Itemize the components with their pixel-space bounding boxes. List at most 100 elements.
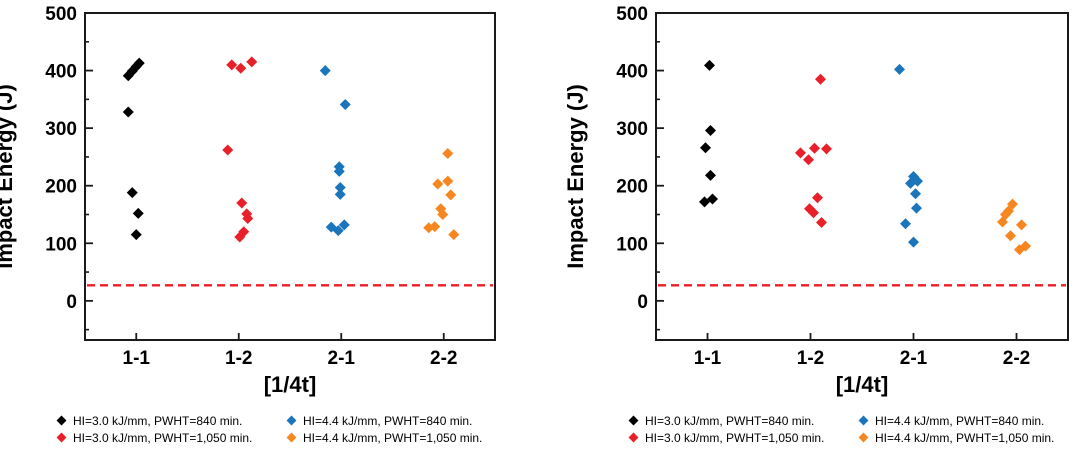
- x-tick-label: 2-2: [430, 348, 457, 369]
- data-point-diamond: [339, 99, 351, 111]
- legend-label: HI=4.4 kJ/mm, PWHT=1,050 min.: [303, 430, 483, 445]
- data-point-diamond: [910, 188, 921, 200]
- y-axis-title: Impact Energy (J): [0, 84, 17, 269]
- data-point-diamond: [900, 218, 911, 230]
- legend-right: HI=3.0 kJ/mm, PWHT=840 min. HI=3.0 kJ/mm,…: [628, 412, 1055, 446]
- diamond-marker-icon: [628, 415, 639, 426]
- data-point-diamond: [809, 142, 820, 154]
- data-point-diamond: [333, 165, 345, 177]
- data-point-diamond: [448, 229, 460, 241]
- data-point-diamond: [808, 207, 819, 219]
- y-tick-label: 100: [45, 234, 77, 255]
- data-point-diamond: [246, 56, 258, 68]
- data-point-diamond: [334, 181, 346, 193]
- legend-label: HI=4.4 kJ/mm, PWHT=1,050 min.: [875, 430, 1055, 445]
- data-point-diamond: [445, 189, 457, 201]
- y-tick-label: 300: [616, 119, 648, 140]
- data-point-diamond: [432, 178, 444, 190]
- data-point-diamond: [242, 213, 254, 225]
- legend-label: HI=3.0 kJ/mm, PWHT=840 min.: [645, 413, 815, 428]
- data-point-diamond: [122, 106, 134, 118]
- x-tick-label: 1-1: [694, 348, 722, 369]
- data-point-diamond: [442, 175, 454, 187]
- data-point-diamond: [704, 59, 715, 71]
- scatter-plot: 0 100 200 300 400 500 1-1 1-2 2-1 2-2 Impact Energ…: [563, 4, 1069, 397]
- chart-left: 0 100 200 300 400 500 1-1 1-2 2-1 2-2 Impact Energ…: [0, 0, 540, 400]
- y-axis-title: Impact Energy (J): [563, 84, 588, 269]
- data-point-diamond: [132, 207, 144, 219]
- plot-frame: [84, 12, 496, 341]
- data-point-diamond: [338, 219, 350, 231]
- y-tick-label: 500: [616, 4, 648, 25]
- data-point-diamond: [126, 187, 138, 199]
- data-point-diamond: [699, 196, 710, 208]
- legend-item: HI=4.4 kJ/mm, PWHT=1,050 min.: [286, 430, 483, 445]
- legend-item: HI=3.0 kJ/mm, PWHT=840 min.: [56, 413, 288, 428]
- data-point-diamond: [815, 73, 826, 85]
- x-tick-label: 1-2: [797, 348, 824, 369]
- data-point-diamond: [226, 59, 238, 71]
- x-tick-label: 1-2: [225, 348, 252, 369]
- data-point-diamond: [894, 63, 905, 75]
- data-point-diamond: [795, 147, 806, 159]
- x-tick-label: 2-1: [328, 348, 356, 369]
- legend-item: HI=3.0 kJ/mm, PWHT=840 min.: [628, 413, 860, 428]
- data-point-diamond: [334, 188, 346, 200]
- legend-left: HI=3.0 kJ/mm, PWHT=840 min. HI=3.0 kJ/mm,…: [56, 412, 483, 446]
- scatter-plot: 0 100 200 300 400 500 1-1 1-2 2-1 2-2 Impact Energ…: [0, 4, 496, 397]
- data-point-diamond: [442, 147, 454, 159]
- data-point-diamond: [235, 62, 247, 74]
- y-tick-label: 200: [45, 177, 77, 198]
- x-tick-label: 2-2: [1003, 348, 1030, 369]
- data-point-diamond: [812, 192, 823, 204]
- diamond-marker-icon: [628, 432, 639, 443]
- data-point-diamond: [1016, 219, 1027, 231]
- data-point-diamond: [222, 144, 234, 156]
- chart-panel-right: 0 100 200 300 400 500 1-1 1-2 2-1 2-2 Impact Energ…: [540, 0, 1080, 454]
- data-point-diamond: [908, 236, 919, 248]
- y-tick-label: 0: [637, 292, 648, 313]
- x-axis-title: [1/4t]: [264, 372, 317, 397]
- legend-item: HI=4.4 kJ/mm, PWHT=840 min.: [858, 414, 1054, 428]
- legend-label: HI=3.0 kJ/mm, PWHT=1,050 min.: [73, 430, 253, 445]
- chart-panel-left: 0 100 200 300 400 500 1-1 1-2 2-1 2-2 Impact Energ…: [0, 0, 540, 446]
- data-point-diamond: [911, 202, 922, 214]
- legend-label: HI=3.0 kJ/mm, PWHT=1,050 min.: [645, 430, 825, 445]
- y-tick-label: 0: [66, 292, 77, 313]
- data-point-diamond: [1014, 244, 1025, 256]
- x-tick-label: 1-1: [123, 348, 151, 369]
- data-point-diamond: [700, 142, 711, 154]
- data-point-diamond: [997, 216, 1008, 228]
- plot-frame: [655, 12, 1069, 341]
- diamond-marker-icon: [858, 432, 869, 443]
- data-point-diamond: [319, 65, 331, 77]
- y-tick-label: 300: [45, 119, 77, 140]
- y-tick-label: 100: [616, 234, 648, 255]
- diamond-marker-icon: [858, 415, 869, 426]
- data-point-diamond: [437, 208, 449, 220]
- data-point-diamond: [905, 177, 916, 189]
- y-tick-label: 500: [45, 4, 77, 25]
- legend-label: HI=4.4 kJ/mm, PWHT=840 min.: [303, 413, 473, 428]
- data-point-diamond: [821, 143, 832, 155]
- data-point-diamond: [816, 217, 827, 229]
- y-tick-label: 400: [616, 62, 648, 83]
- data-point-diamond: [234, 231, 246, 243]
- legend-label: HI=3.0 kJ/mm, PWHT=840 min.: [73, 413, 243, 428]
- data-point-diamond: [423, 222, 435, 234]
- data-point-diamond: [1005, 230, 1016, 242]
- diamond-marker-icon: [56, 415, 67, 426]
- data-point-diamond: [130, 61, 142, 73]
- legend-item: HI=3.0 kJ/mm, PWHT=1,050 min.: [628, 430, 860, 445]
- data-point-diamond: [332, 225, 344, 237]
- data-point-diamond: [705, 169, 716, 181]
- y-tick-label: 200: [616, 177, 648, 198]
- diamond-marker-icon: [56, 432, 67, 443]
- legend-item: HI=3.0 kJ/mm, PWHT=1,050 min.: [56, 430, 288, 445]
- legend-item: HI=4.4 kJ/mm, PWHT=840 min.: [286, 413, 482, 428]
- y-tick-label: 400: [45, 62, 77, 83]
- diamond-marker-icon: [286, 432, 297, 443]
- x-tick-label: 2-1: [900, 348, 928, 369]
- diamond-marker-icon: [286, 415, 297, 426]
